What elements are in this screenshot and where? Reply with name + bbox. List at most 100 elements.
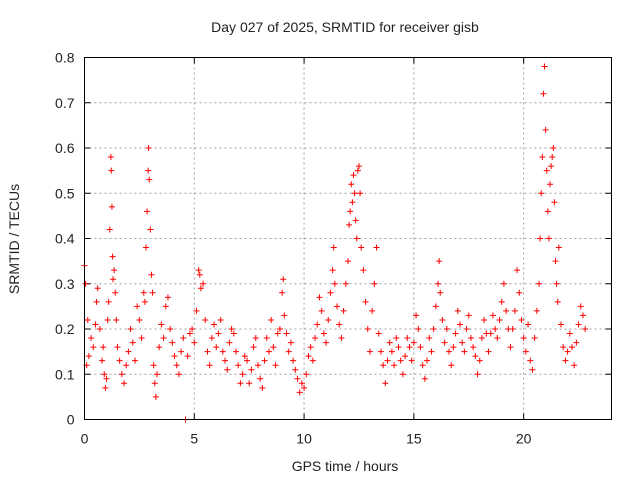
data-point bbox=[160, 335, 167, 342]
data-point bbox=[102, 384, 109, 391]
x-axis-label: GPS time / hours bbox=[292, 458, 399, 474]
data-point bbox=[101, 371, 108, 378]
data-point bbox=[323, 339, 330, 346]
data-point bbox=[369, 307, 376, 314]
data-point bbox=[329, 267, 336, 274]
data-point bbox=[553, 280, 560, 287]
data-point bbox=[141, 298, 148, 305]
data-point bbox=[96, 326, 103, 332]
data-point bbox=[522, 348, 529, 355]
data-point bbox=[93, 298, 100, 305]
data-point bbox=[164, 294, 171, 301]
data-point bbox=[156, 344, 163, 351]
data-point bbox=[456, 321, 463, 328]
data-point bbox=[539, 154, 546, 161]
data-point bbox=[250, 344, 257, 351]
data-point bbox=[547, 181, 554, 188]
data-point bbox=[541, 63, 548, 70]
data-point bbox=[224, 366, 231, 373]
data-point bbox=[281, 312, 288, 319]
data-point bbox=[186, 330, 193, 337]
data-point bbox=[472, 353, 479, 360]
data-point bbox=[582, 326, 589, 332]
data-point bbox=[261, 357, 268, 364]
data-point bbox=[448, 362, 455, 369]
data-point bbox=[82, 280, 89, 287]
data-point bbox=[290, 357, 297, 364]
data-point bbox=[459, 339, 466, 346]
data-point bbox=[305, 353, 312, 360]
data-point bbox=[430, 326, 437, 332]
data-point bbox=[554, 298, 561, 305]
data-point bbox=[152, 393, 159, 400]
data-point bbox=[280, 276, 287, 283]
data-point bbox=[158, 321, 165, 328]
data-point bbox=[537, 235, 544, 242]
data-point bbox=[298, 380, 305, 387]
data-point bbox=[263, 335, 270, 342]
data-point bbox=[358, 244, 365, 251]
data-point bbox=[316, 294, 323, 301]
data-point bbox=[202, 316, 209, 323]
data-point bbox=[478, 335, 485, 342]
data-point bbox=[351, 190, 358, 197]
data-point bbox=[274, 330, 281, 337]
data-point bbox=[467, 335, 474, 342]
data-point bbox=[518, 316, 525, 323]
y-tick-label: 0.2 bbox=[55, 321, 75, 337]
data-point bbox=[540, 90, 547, 97]
data-point bbox=[173, 362, 180, 369]
data-point bbox=[514, 267, 521, 274]
x-tick-label: 0 bbox=[81, 431, 89, 447]
data-point bbox=[296, 389, 303, 396]
data-point bbox=[252, 335, 259, 342]
data-point bbox=[113, 316, 120, 323]
data-series-srmtid bbox=[81, 63, 589, 423]
data-point bbox=[167, 326, 174, 332]
data-point bbox=[496, 316, 503, 323]
data-point bbox=[380, 362, 387, 369]
data-point bbox=[424, 357, 431, 364]
data-point bbox=[320, 330, 327, 337]
data-point bbox=[145, 167, 152, 174]
data-point bbox=[353, 235, 360, 242]
data-point bbox=[307, 344, 314, 351]
data-point bbox=[211, 321, 218, 328]
data-point bbox=[99, 357, 106, 364]
data-point bbox=[200, 280, 207, 287]
data-point bbox=[373, 244, 380, 251]
data-point bbox=[178, 348, 185, 355]
data-point bbox=[132, 357, 139, 364]
data-point bbox=[145, 145, 152, 151]
data-point bbox=[454, 307, 461, 314]
data-point bbox=[564, 348, 571, 355]
data-point bbox=[228, 326, 235, 332]
data-point bbox=[494, 335, 501, 342]
data-point bbox=[575, 321, 582, 328]
y-tick-label: 0.1 bbox=[55, 366, 75, 382]
data-point bbox=[470, 344, 477, 351]
data-point bbox=[527, 357, 534, 364]
data-point bbox=[548, 163, 555, 170]
data-point bbox=[346, 221, 353, 228]
data-point bbox=[443, 326, 450, 332]
data-point bbox=[406, 344, 413, 351]
data-point bbox=[362, 298, 369, 305]
data-point bbox=[560, 344, 567, 351]
data-point bbox=[516, 289, 523, 296]
data-point bbox=[235, 362, 242, 369]
data-point bbox=[123, 362, 130, 369]
data-point bbox=[498, 298, 505, 305]
data-point bbox=[314, 321, 321, 328]
data-point bbox=[195, 267, 202, 274]
data-point bbox=[336, 321, 343, 328]
data-point bbox=[150, 362, 157, 369]
data-point bbox=[180, 335, 187, 342]
data-point bbox=[452, 330, 459, 337]
data-point bbox=[140, 289, 147, 296]
data-point bbox=[544, 208, 551, 215]
data-point bbox=[432, 303, 439, 310]
data-point bbox=[492, 326, 499, 332]
data-point bbox=[219, 348, 226, 355]
data-point bbox=[350, 172, 357, 179]
